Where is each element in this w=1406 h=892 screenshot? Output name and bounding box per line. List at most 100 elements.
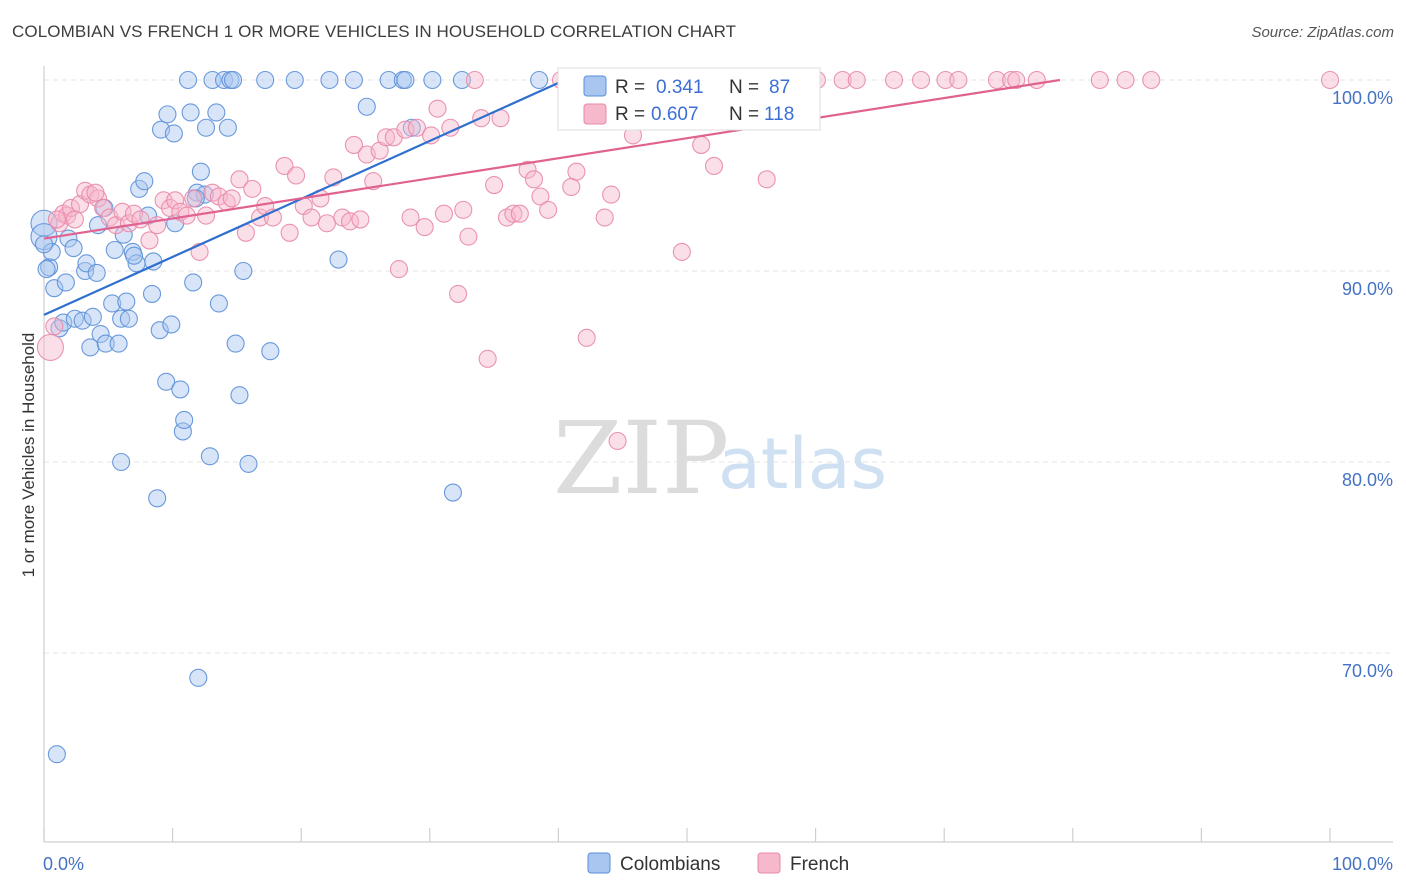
french-point <box>524 170 544 189</box>
colombians-point <box>344 70 363 90</box>
colombians-point <box>47 745 66 764</box>
french-point <box>884 70 904 90</box>
colombians-point <box>189 668 208 687</box>
french-point <box>1142 70 1161 90</box>
french-point <box>454 200 473 219</box>
colombians-point <box>285 70 304 90</box>
colombians-point <box>135 172 154 191</box>
french-point <box>184 189 203 208</box>
french-point <box>510 204 529 223</box>
watermark-zip: ZIP <box>553 400 729 517</box>
colombians-point <box>209 294 228 313</box>
french-point <box>608 431 627 451</box>
legend-r-label-colombians: R = <box>615 77 645 98</box>
french-point <box>196 206 216 225</box>
french-point <box>47 210 66 229</box>
y-tick-labels: 70.0% 80.0% 90.0% 100.0% <box>1332 88 1393 681</box>
french-point <box>344 135 363 154</box>
y-tick-label: 100.0% <box>1332 88 1393 108</box>
french-point <box>407 118 426 137</box>
french-point <box>230 170 249 189</box>
legend-r-french: 0.607 <box>651 104 699 125</box>
french-point <box>166 191 185 210</box>
legend-swatch-colombians <box>583 75 607 97</box>
french-point <box>936 70 955 90</box>
french-point <box>465 70 484 90</box>
french-point <box>704 156 724 175</box>
colombians-point <box>76 261 95 281</box>
french-point <box>351 210 370 229</box>
colombians-point <box>230 386 249 405</box>
legend-n-label-french: N = <box>729 104 759 125</box>
french-point <box>539 200 558 219</box>
french-point <box>987 70 1006 90</box>
french-point <box>222 189 241 208</box>
french-point <box>595 208 614 227</box>
french-point <box>449 284 468 303</box>
colombians-point <box>329 250 348 269</box>
y-tick-label: 70.0% <box>1342 661 1393 681</box>
french-point <box>61 198 81 218</box>
colombians-point <box>239 454 258 473</box>
french-point <box>113 202 132 221</box>
french-point <box>1090 70 1109 90</box>
colombians-point <box>234 261 253 281</box>
bottom-swatch-french <box>757 852 781 874</box>
legend-n-colombians: 87 <box>769 77 790 98</box>
french-point <box>504 204 523 223</box>
watermark-atlas: atlas <box>718 423 887 505</box>
colombians-point <box>157 372 176 391</box>
french-point <box>389 260 408 279</box>
colombians-point <box>65 309 84 328</box>
french-point <box>280 223 299 242</box>
french-point <box>377 128 396 147</box>
colombians-point <box>164 124 183 143</box>
french-point <box>912 70 931 90</box>
french-point <box>45 317 64 336</box>
colombians-point <box>109 334 128 353</box>
series-legend: Colombians French <box>587 852 849 875</box>
french-point <box>94 198 113 218</box>
colombians-point <box>112 452 131 472</box>
french-point <box>317 214 336 233</box>
french-point <box>1116 70 1135 90</box>
colombians-point <box>452 70 472 90</box>
colombians-point <box>91 324 110 344</box>
french-point <box>243 179 262 198</box>
legend-n-label-colombians: N = <box>729 77 759 98</box>
colombians-point <box>148 489 167 508</box>
colombians-point <box>357 97 376 116</box>
colombians-point <box>196 118 216 137</box>
colombians-point <box>320 70 339 90</box>
colombians-point <box>184 273 203 292</box>
colombians-point <box>175 410 194 430</box>
french-point <box>287 166 306 185</box>
french-trend-line <box>43 78 1061 240</box>
stats-legend: R = 0.341 N = 87 R = 0.607 N = 118 <box>557 67 821 131</box>
colombians-point <box>73 311 92 330</box>
colombians-point <box>218 118 237 137</box>
colombians-point <box>181 103 200 122</box>
french-point <box>434 204 453 223</box>
french-point <box>1320 70 1340 90</box>
colombians-point <box>158 105 177 124</box>
colombians-point <box>200 447 219 466</box>
french-point <box>459 227 478 246</box>
french-point <box>692 135 711 154</box>
french-point <box>562 177 581 197</box>
french-point <box>672 242 691 261</box>
french-point <box>415 218 434 237</box>
colombians-point <box>112 309 131 328</box>
trend-lines <box>43 78 1061 316</box>
colombians-point <box>64 239 83 258</box>
colombians-point <box>54 313 73 332</box>
colombians-point <box>103 294 122 313</box>
colombians-point <box>207 103 226 122</box>
colombians-point <box>226 334 245 353</box>
colombians-point <box>171 380 190 399</box>
chart-title: COLOMBIAN VS FRENCH 1 OR MORE VEHICLES I… <box>12 22 737 41</box>
french-point <box>949 70 968 90</box>
colombians-point <box>173 422 192 441</box>
french-point <box>602 185 621 204</box>
